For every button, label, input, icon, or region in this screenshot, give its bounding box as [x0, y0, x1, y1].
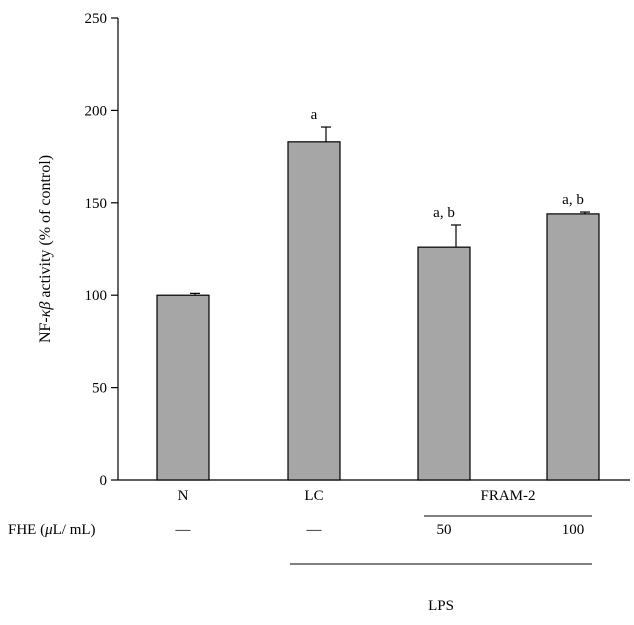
fhe-row-label-symbol: μ	[44, 522, 53, 538]
significance-labels: a a, b a, b	[311, 107, 584, 221]
fhe-value-label: —	[306, 522, 323, 538]
significance-label: a, b	[433, 205, 455, 221]
bar	[546, 213, 600, 481]
bars	[156, 141, 600, 481]
fhe-row-label: FHE (μL/ mL)	[8, 522, 96, 538]
category-labels: N LC	[178, 488, 324, 504]
bar	[417, 246, 471, 481]
error-bars	[190, 126, 590, 296]
y-tick-label: 150	[85, 196, 108, 212]
y-ticks: 0 50 100 150 200 250	[85, 11, 118, 489]
y-axis-title-symbol: κβ	[37, 302, 54, 318]
y-axis-title-part-2: activity (% of control)	[37, 155, 54, 302]
significance-label: a, b	[562, 192, 584, 208]
y-tick-label: 0	[100, 473, 108, 489]
fhe-value-label: 100	[562, 522, 585, 538]
fhe-row-label-part-1: FHE (	[8, 522, 45, 538]
fhe-value-label: —	[175, 522, 192, 538]
lps-label: LPS	[428, 598, 454, 614]
y-tick-label: 250	[85, 11, 108, 27]
significance-label: a	[311, 107, 318, 123]
y-axis-title-part-1: NF-	[37, 317, 54, 343]
y-axis-title: NF-κβ activity (% of control)	[37, 155, 54, 343]
group-label-fram2: FRAM-2	[480, 488, 535, 504]
y-tick-label: 200	[85, 103, 108, 119]
fhe-row-label-part-2: L/ mL)	[53, 522, 96, 538]
fhe-values: — — 50 100	[175, 522, 585, 538]
y-tick-label: 100	[85, 288, 108, 304]
category-label: LC	[304, 488, 323, 504]
y-tick-label: 50	[92, 381, 107, 397]
bar	[287, 141, 341, 481]
y-axis: 0 50 100 150 200 250	[85, 11, 119, 489]
fhe-value-label: 50	[437, 522, 452, 538]
category-label: N	[178, 488, 189, 504]
bar	[156, 294, 210, 481]
